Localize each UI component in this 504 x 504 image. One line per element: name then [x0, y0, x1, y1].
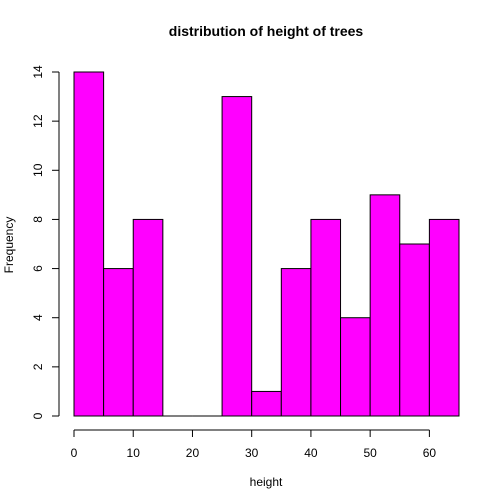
histogram-bar-1: [103, 268, 134, 417]
bars-group: [73, 71, 460, 417]
y-axis: 0 2 4 6 8 10 12 14: [31, 65, 60, 419]
histogram-bar-10: [369, 194, 401, 417]
y-tick-label-6: 6: [31, 265, 45, 272]
histogram-bar-5: [221, 96, 253, 417]
y-tick-label-14: 14: [31, 65, 45, 79]
x-tick-label-40: 40: [304, 446, 318, 460]
histogram-bar-6: [251, 390, 282, 417]
y-axis-label: Frequency: [2, 217, 16, 274]
histogram-bar-12: [428, 218, 460, 417]
y-tick-label-8: 8: [31, 216, 45, 223]
histogram-bar-8: [310, 218, 342, 417]
y-tick-label-12: 12: [31, 114, 45, 128]
x-tick-label-20: 20: [186, 446, 200, 460]
x-tick-label-60: 60: [423, 446, 437, 460]
x-tick-label-0: 0: [71, 446, 78, 460]
y-tick-label-4: 4: [31, 314, 45, 321]
histogram-bar-7: [280, 268, 312, 417]
chart-title: distribution of height of trees: [169, 23, 364, 39]
x-tick-label-30: 30: [245, 446, 259, 460]
y-tick-label-0: 0: [31, 412, 45, 419]
x-axis-label: height: [250, 475, 283, 489]
y-tick-label-10: 10: [31, 163, 45, 177]
histogram-bar-0: [73, 71, 105, 417]
histogram-bar-9: [340, 317, 371, 417]
x-tick-label-50: 50: [363, 446, 377, 460]
x-tick-label-10: 10: [127, 446, 141, 460]
y-tick-label-2: 2: [31, 363, 45, 370]
histogram-bar-2: [132, 218, 164, 417]
histogram-bar-11: [399, 243, 430, 417]
x-axis: 0 10 20 30 40 50 60: [71, 429, 437, 460]
